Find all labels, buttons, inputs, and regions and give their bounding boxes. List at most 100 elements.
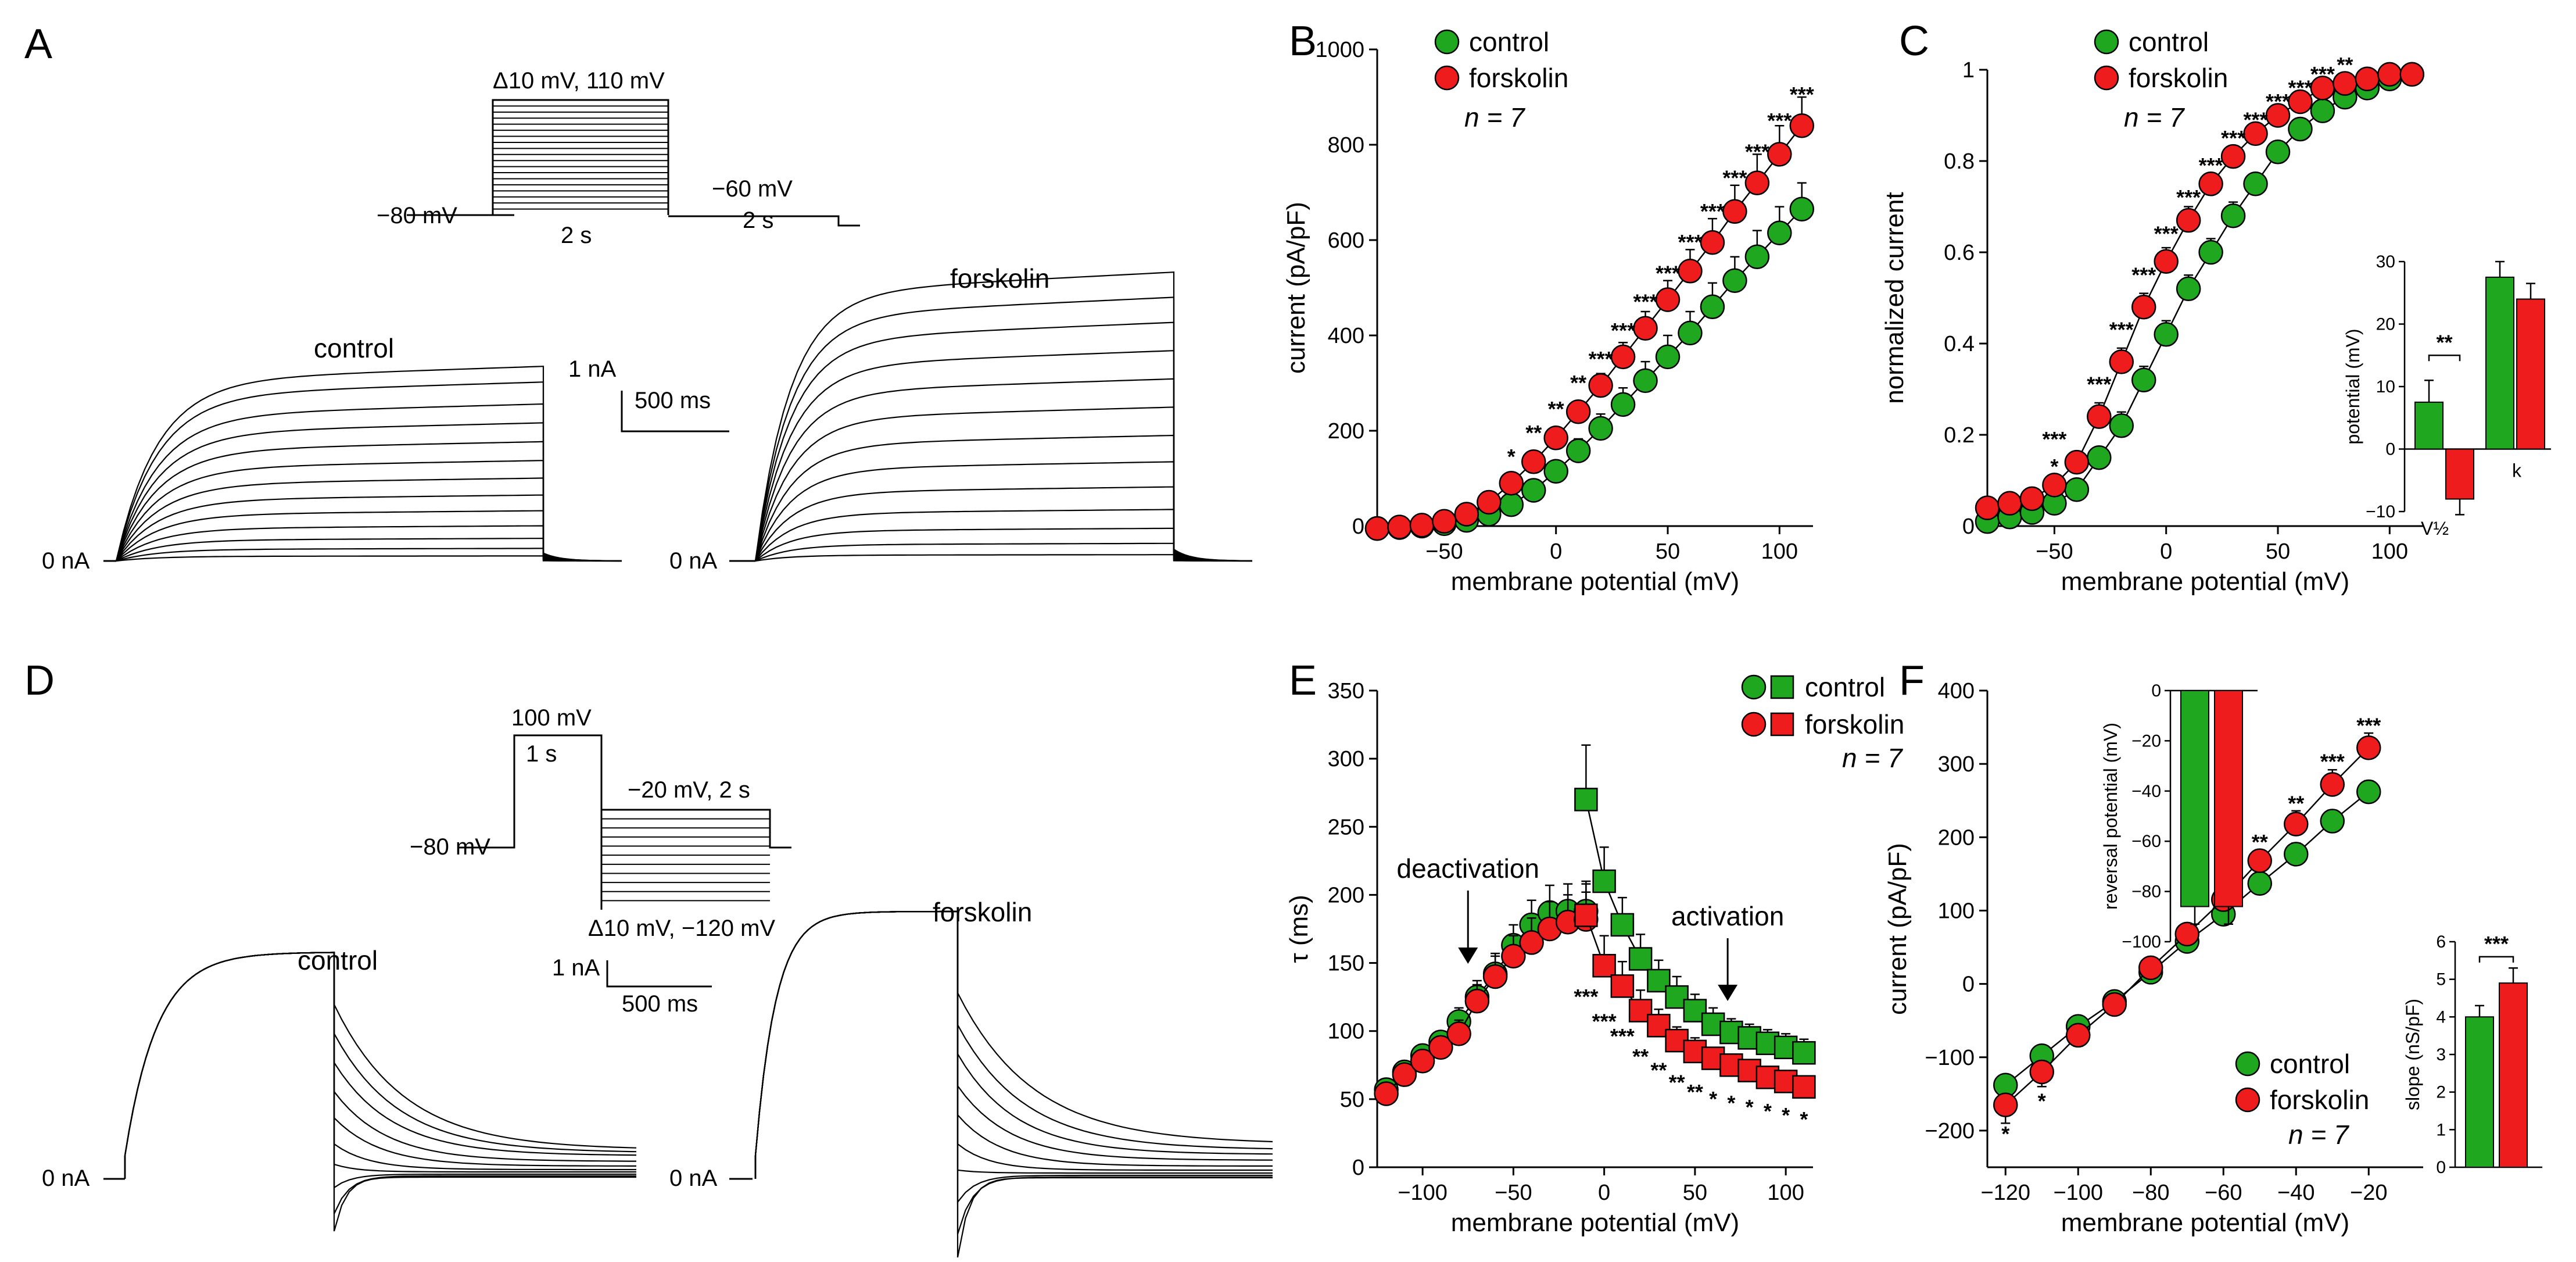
current-trace	[115, 422, 622, 562]
chart-e: −100 −50 0 50 100 0 50 100 150 200 250 300 350 membra…	[1285, 672, 1904, 1237]
legend-label: control	[2270, 1049, 2350, 1079]
data-point	[2320, 809, 2345, 834]
data-point	[1446, 1021, 1471, 1046]
significance-star: ***	[2087, 373, 2111, 396]
significance-star: ***	[1722, 166, 1747, 190]
inset-tick-label: 0	[2385, 440, 2395, 459]
x-axis-label: membrane potential (mV)	[2061, 1209, 2349, 1237]
panel-d: D 100 mV 1 s −80 mV −20 mV, 2 s Δ10 mV, …	[24, 657, 1273, 1258]
significance-star: **	[1525, 421, 1542, 445]
trace-d-zero-label-2: 0 nA	[669, 1166, 718, 1191]
significance-star: ***	[2221, 126, 2245, 150]
protocol-d-step-label: −20 mV, 2 s	[628, 777, 750, 803]
significance-star: **	[1632, 1045, 1649, 1068]
data-point	[1628, 947, 1653, 971]
y-tick-label: 50	[1340, 1088, 1364, 1112]
x-tick-label: 100	[2371, 539, 2408, 564]
data-point	[1655, 344, 1681, 370]
panel-a: A Δ10 mV, 110 mV −80 mV 2 s −60 mV 2 s c…	[24, 21, 1253, 574]
data-point	[2198, 171, 2223, 196]
data-point	[2284, 842, 2309, 867]
tail-current-trace	[754, 910, 1273, 1179]
x-axis-label: membrane potential (mV)	[1451, 567, 1739, 596]
x-tick-label: −60	[2205, 1181, 2242, 1205]
data-point	[1633, 316, 1658, 341]
traces-d-control	[124, 952, 637, 1232]
significance-star: ***	[1610, 1024, 1635, 1048]
trace-a-control-title: control	[314, 333, 394, 363]
legend-label: control	[1469, 27, 1549, 57]
legend-label: control	[2129, 27, 2209, 57]
inset-tick-label: 30	[2376, 252, 2395, 271]
legend-marker	[2235, 1087, 2260, 1113]
x-tick-label: −50	[1425, 539, 1463, 564]
y-tick-label: 300	[1328, 747, 1364, 771]
data-point	[1499, 470, 1524, 496]
protocol-a	[407, 99, 860, 227]
data-point	[2102, 992, 2127, 1017]
scalebar-a	[621, 391, 729, 432]
x-tick-label: 50	[1656, 539, 1680, 564]
legend-marker-circle	[1741, 712, 1767, 737]
data-point	[2356, 735, 2381, 760]
legend-marker-square	[1770, 675, 1794, 699]
significance-star: **	[2252, 830, 2268, 854]
data-point	[2288, 116, 2313, 142]
data-point	[1565, 399, 1591, 424]
significance-star: **	[1687, 1080, 1703, 1104]
x-tick-label: −100	[2053, 1181, 2103, 1205]
inset-top-bar	[2180, 690, 2209, 907]
n-label: n = 7	[2288, 1120, 2349, 1150]
data-point	[1499, 492, 1524, 517]
panel-label-e: E	[1289, 657, 1317, 704]
significance-star: ***	[1700, 199, 1725, 223]
y-tick-label: 1000	[1315, 38, 1364, 62]
protocol-d-pre-duration: 1 s	[526, 741, 557, 767]
tail-current-trace	[124, 952, 636, 1179]
current-trace	[754, 271, 1253, 562]
trace-d-control-title: control	[298, 945, 378, 975]
panel-label-b: B	[1289, 18, 1317, 65]
inset-bottom-tick-label: 3	[2436, 1045, 2446, 1064]
data-point	[2310, 98, 2335, 123]
tail-current-trace	[754, 910, 1273, 1204]
tail-current-trace	[754, 910, 1273, 1258]
data-point	[2064, 449, 2090, 475]
inset-top-tick-label: −100	[2122, 932, 2161, 952]
data-point	[1519, 930, 1544, 955]
x-tick-label: −50	[2036, 539, 2073, 564]
x-tick-label: −80	[2132, 1181, 2169, 1205]
y-tick-label: 100	[1328, 1020, 1364, 1044]
legend-marker-square	[1770, 712, 1794, 737]
y-tick-label: 400	[1328, 324, 1364, 348]
x-tick-label: −120	[1980, 1181, 2030, 1205]
inset-top-tick-label: −20	[2131, 731, 2161, 750]
significance-star: ***	[1678, 230, 1702, 254]
inset-top-y-label: reversal potential (mV)	[2100, 723, 2121, 910]
data-point	[1610, 913, 1635, 937]
legend-marker	[1434, 29, 1460, 55]
y-tick-label: 0	[1962, 973, 1975, 997]
data-point	[1774, 1070, 1798, 1093]
data-point	[1792, 1041, 1816, 1065]
data-point	[1678, 259, 1703, 284]
data-point	[2176, 208, 2201, 233]
data-point	[1789, 196, 1815, 221]
significance-star: ***	[1611, 319, 1635, 342]
significance-star: ***	[2042, 427, 2066, 451]
data-point	[1374, 1081, 1399, 1106]
x-tick-label: 100	[1767, 1181, 1804, 1205]
data-point	[2154, 322, 2179, 347]
x-tick-label: 0	[1550, 539, 1562, 564]
significance-star: ***	[1790, 83, 1814, 106]
inset-bottom-bar	[2465, 1016, 2494, 1168]
tail-current-trace	[754, 910, 1273, 1179]
inset-bottom-tick-label: 2	[2436, 1083, 2446, 1102]
current-trace	[116, 510, 622, 562]
data-point	[2176, 276, 2201, 302]
y-tick-label: 300	[1938, 752, 1975, 777]
data-point	[1655, 287, 1681, 312]
data-point	[1392, 1062, 1417, 1087]
data-point	[1683, 999, 1707, 1023]
significance-star: ***	[2356, 714, 2381, 738]
